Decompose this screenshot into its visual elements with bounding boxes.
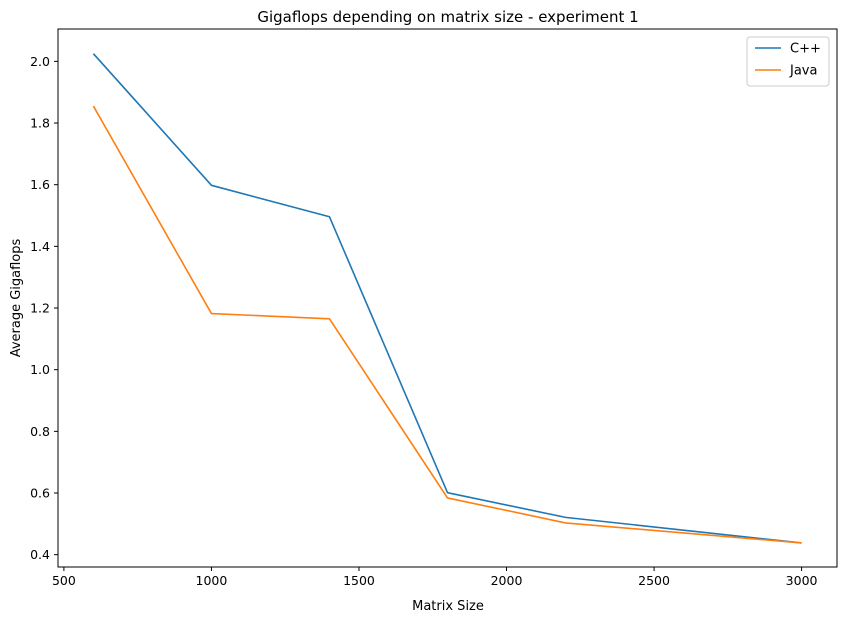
- axis-ticks: 500 1000 1500 2000 2500 3000 0.4 0.6 0.8 1.0 1.2 1.…: [30, 54, 817, 588]
- y-tick-label: 1.2: [30, 301, 50, 316]
- legend: C++ Java: [746, 36, 830, 87]
- x-tick-label: 500: [52, 573, 76, 588]
- x-tick-label: 3000: [786, 573, 818, 588]
- legend-label: C++: [790, 42, 821, 57]
- y-tick-label: 1.4: [30, 239, 50, 254]
- x-tick-label: 1000: [196, 573, 228, 588]
- y-axis-label: Average Gigaflops: [9, 238, 24, 357]
- y-tick-label: 0.4: [30, 547, 50, 562]
- x-tick-label: 1500: [343, 573, 375, 588]
- x-axis-label: Matrix Size: [412, 599, 484, 614]
- chart-title: Gigaflops depending on matrix size - exp…: [257, 8, 638, 26]
- y-tick-label: 0.6: [30, 486, 50, 501]
- legend-frame: [746, 36, 830, 87]
- plot-area: [57, 28, 838, 568]
- y-tick-label: 2.0: [30, 54, 50, 69]
- series-lines: [92, 53, 802, 544]
- y-tick-label: 1.6: [30, 177, 50, 192]
- x-tick-label: 2000: [491, 573, 523, 588]
- y-tick-label: 1.8: [30, 116, 50, 131]
- plot-frame: [57, 28, 838, 568]
- y-tick-label: 1.0: [30, 362, 50, 377]
- y-tick-label: 0.8: [30, 424, 50, 439]
- x-tick-label: 2500: [638, 573, 670, 588]
- legend-label: Java: [789, 64, 817, 79]
- series-line-cplus: [92, 53, 802, 544]
- series-line-java: [92, 105, 802, 544]
